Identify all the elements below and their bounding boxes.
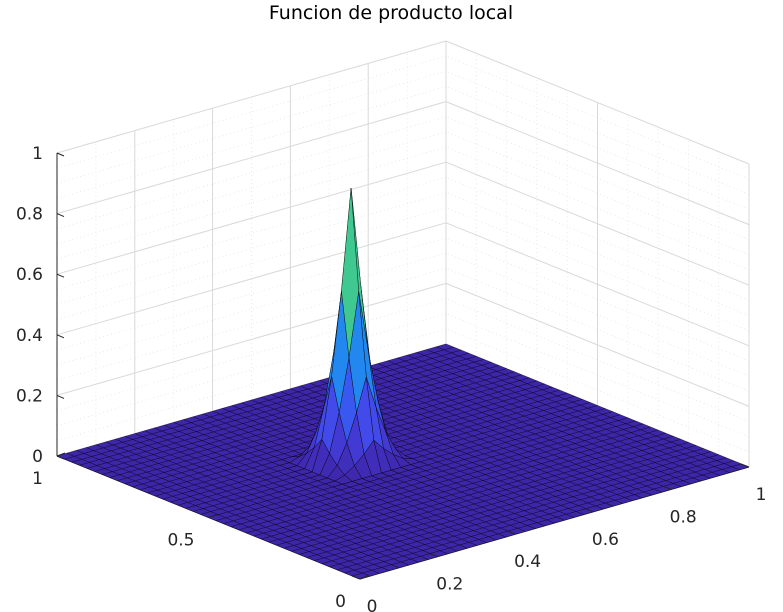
x-tick-mark xyxy=(740,463,750,468)
z-tick-mark xyxy=(56,273,65,278)
minor-gridline xyxy=(445,116,750,241)
x-tick-label: 0.6 xyxy=(592,530,619,550)
z-gridline xyxy=(56,222,447,336)
x-tick-mark xyxy=(507,530,516,535)
z-tick-label: 0.4 xyxy=(16,326,43,346)
z-tick-label: 0.6 xyxy=(16,265,43,285)
y-tick-mark xyxy=(56,452,66,457)
z-tick-mark xyxy=(56,455,65,460)
minor-gridline xyxy=(445,131,750,256)
y-tick-label: 0.5 xyxy=(167,531,194,551)
minor-gridline xyxy=(445,55,750,180)
y-tick-mark xyxy=(359,575,369,580)
z-gridline xyxy=(56,161,447,275)
minor-gridline xyxy=(445,237,750,362)
x-tick-label: 0 xyxy=(367,597,378,612)
minor-gridline xyxy=(445,313,750,438)
x-tick-mark xyxy=(351,575,361,580)
x-tick-mark xyxy=(585,508,594,513)
y-tick-label: 0 xyxy=(335,592,346,612)
z-gridline xyxy=(56,40,447,154)
z-tick-mark xyxy=(56,213,65,218)
minor-gridline xyxy=(445,298,750,422)
minor-gridline xyxy=(445,176,750,301)
y-tick-mark xyxy=(208,514,217,518)
minor-gridline xyxy=(445,267,750,392)
minor-gridline xyxy=(445,192,750,316)
x-tick-label: 1 xyxy=(756,485,767,505)
x-tick-label: 0.8 xyxy=(670,507,697,527)
z-tick-mark xyxy=(56,334,65,339)
y-tick-label: 1 xyxy=(32,469,43,489)
z-tick-label: 0 xyxy=(32,447,43,467)
minor-gridline xyxy=(445,207,750,332)
z-tick-label: 0.2 xyxy=(16,386,43,406)
axis-walls xyxy=(56,40,750,580)
x-tick-label: 0.2 xyxy=(436,575,463,595)
x-tick-mark xyxy=(663,485,672,490)
x-tick-mark xyxy=(429,553,438,558)
chart-title: Funcion de producto local xyxy=(269,2,513,24)
minor-gridline xyxy=(445,146,750,271)
minor-gridline xyxy=(445,252,750,377)
z-gridline xyxy=(56,282,447,396)
z-tick-label: 1 xyxy=(32,144,43,164)
minor-gridline xyxy=(445,328,750,453)
minor-gridline xyxy=(445,86,750,210)
x-tick-label: 0.4 xyxy=(514,552,541,572)
z-tick-mark xyxy=(56,152,65,157)
surface-plot xyxy=(56,187,750,580)
z-gridline xyxy=(56,101,447,215)
z-tick-label: 0.8 xyxy=(16,205,43,225)
minor-gridline xyxy=(445,70,750,195)
z-tick-mark xyxy=(56,394,65,399)
